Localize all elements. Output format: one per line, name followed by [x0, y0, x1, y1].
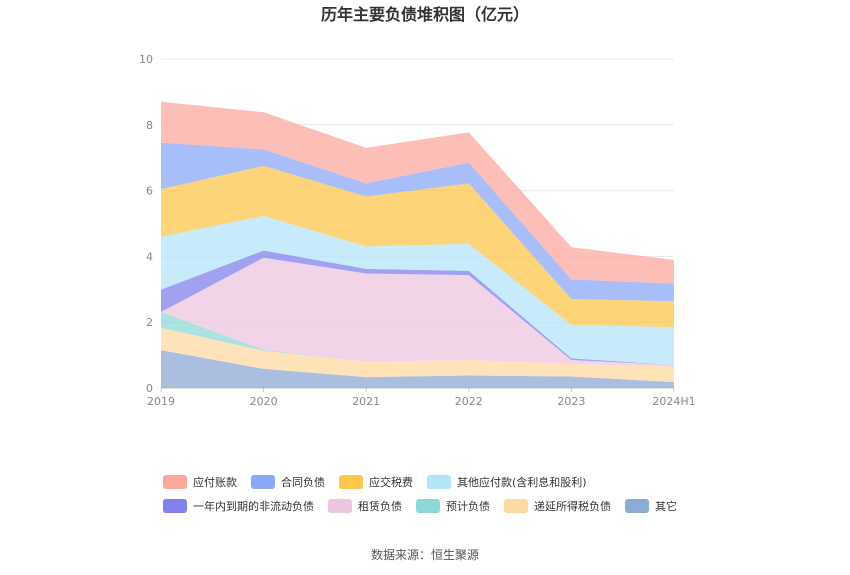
area-series-3[interactable] [161, 257, 674, 367]
y-tick-label: 2 [146, 316, 153, 329]
legend-label: 应交税费 [369, 475, 413, 489]
legend-item[interactable]: 租赁负债 [328, 499, 402, 513]
x-tick-label: 2024H1 [652, 395, 695, 408]
area-series-8[interactable] [161, 101, 674, 284]
legend-label: 递延所得税负债 [534, 499, 611, 513]
x-tick-label: 2020 [250, 395, 278, 408]
legend-swatch [504, 499, 528, 513]
x-tick-label: 2021 [352, 395, 380, 408]
area-series-7[interactable] [161, 142, 674, 302]
data-source-note: 数据来源：恒生聚源 [371, 547, 479, 562]
axes: 0 2 4 6 8 10 2019 2020 2021 2022 2023 2024H1 [139, 53, 696, 408]
y-tick-label: 8 [146, 119, 153, 132]
y-tick-label: 6 [146, 185, 153, 198]
legend-item[interactable]: 一年内到期的非流动负债 [163, 499, 314, 513]
legend-item[interactable]: 其他应付款(含利息和股利) [427, 475, 587, 489]
legend-label: 租赁负债 [358, 499, 402, 513]
legend-label: 合同负债 [281, 475, 325, 489]
x-tick-label: 2022 [455, 395, 483, 408]
legend-swatch [416, 499, 440, 513]
area-series-5[interactable] [161, 215, 674, 365]
y-tick-label: 4 [146, 250, 153, 263]
legend-item[interactable]: 应交税费 [339, 475, 413, 489]
legend-swatch [339, 475, 363, 489]
legend-swatch [427, 475, 451, 489]
legend-label: 其它 [655, 499, 677, 513]
area-series-0[interactable] [161, 350, 674, 388]
x-tick-label: 2019 [147, 395, 175, 408]
legend-item[interactable]: 应付账款 [163, 475, 237, 489]
area-series-layer [161, 101, 674, 388]
legend-item[interactable]: 其它 [625, 499, 677, 513]
y-tick-label: 0 [146, 382, 153, 395]
y-tick-label: 10 [139, 53, 153, 66]
area-series-2[interactable] [161, 312, 674, 367]
legend-swatch [163, 475, 187, 489]
x-tick-label: 2023 [557, 395, 585, 408]
legend-item[interactable]: 递延所得税负债 [504, 499, 611, 513]
legend-item[interactable]: 预计负债 [416, 499, 490, 513]
legend-label: 应付账款 [193, 475, 237, 489]
area-series-1[interactable] [161, 327, 674, 383]
legend-label: 一年内到期的非流动负债 [193, 499, 314, 513]
area-series-6[interactable] [161, 165, 674, 328]
legend-swatch [251, 475, 275, 489]
legend-label: 预计负债 [446, 499, 490, 513]
area-series-4[interactable] [161, 250, 674, 365]
legend-item[interactable]: 合同负债 [251, 475, 325, 489]
legend-swatch [328, 499, 352, 513]
legend: 应付账款 合同负债 应交税费 其他应付款(含利息和股利) 一年内到期的非流动负债 租赁负债… [163, 475, 677, 513]
chart-title: 历年主要负债堆积图（亿元） [321, 5, 529, 24]
legend-swatch [625, 499, 649, 513]
legend-label: 其他应付款(含利息和股利) [457, 475, 587, 489]
legend-swatch [163, 499, 187, 513]
